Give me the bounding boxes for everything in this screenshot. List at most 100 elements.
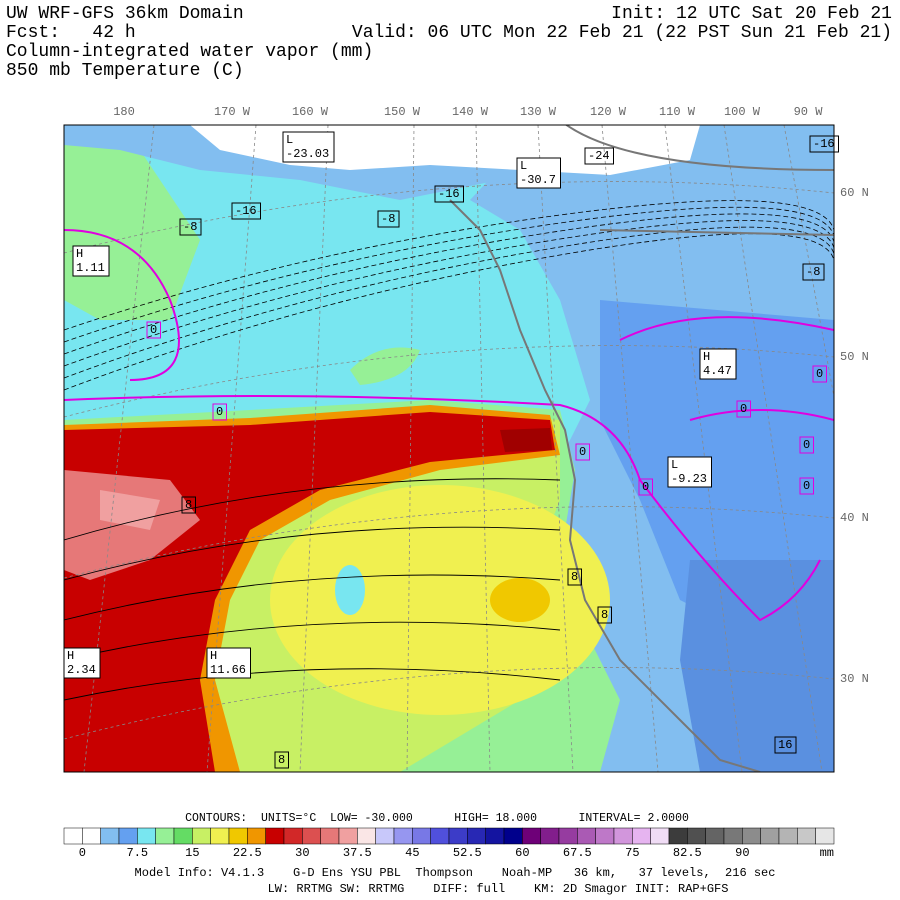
contour-line xyxy=(64,213,834,355)
vapor-shading xyxy=(335,565,365,615)
map-label: 8 xyxy=(185,498,192,512)
map-label: -16 xyxy=(813,137,835,151)
colorbar-swatch xyxy=(558,827,578,845)
colorbar-swatch xyxy=(338,827,358,845)
map-label: H xyxy=(210,649,217,663)
map-labels: L-23.03 -24L-30.7-16-16-16-8-8H1.11 -800H4… xyxy=(63,131,839,769)
colorbar-swatch xyxy=(687,827,706,845)
meridian xyxy=(664,125,743,772)
colorbar-swatch xyxy=(173,827,193,845)
label-box xyxy=(206,647,251,679)
vapor-shading xyxy=(100,490,160,530)
contour-line xyxy=(64,621,561,661)
colorbar-swatch xyxy=(613,827,633,845)
label-box xyxy=(377,210,400,228)
colorbar-label: 90 xyxy=(735,846,749,860)
field-name: 850 mb Temperature (C) xyxy=(6,61,244,81)
longitude-label: 110 W xyxy=(659,105,696,119)
map-label: -16 xyxy=(235,204,257,218)
zero-contour xyxy=(64,395,821,622)
colorbar-swatch xyxy=(412,827,431,845)
map-label: -16 xyxy=(438,187,460,201)
colorbar-swatch xyxy=(265,827,285,845)
map-label: H xyxy=(703,350,710,364)
colorbar-label: 15 xyxy=(185,846,199,860)
label-box xyxy=(809,135,839,153)
label-box xyxy=(181,496,196,514)
colorbar-swatch xyxy=(540,827,560,845)
colorbar-swatch xyxy=(430,827,450,845)
map-label: 0 xyxy=(216,405,223,419)
colorbar-label: 45 xyxy=(405,846,419,860)
colorbar-swatch xyxy=(650,827,670,845)
label-box xyxy=(812,365,827,383)
label-box xyxy=(516,157,561,189)
label-box xyxy=(434,185,464,203)
colorbar-swatch xyxy=(577,827,596,845)
model-info: Model Info: V4.1.3 G-D Ens YSU PBL Thomp… xyxy=(135,866,776,880)
map-label: 8 xyxy=(601,608,608,622)
contour-line xyxy=(64,574,561,621)
colorbar-label: 37.5 xyxy=(343,846,372,860)
map-label: 0 xyxy=(803,479,810,493)
map-label: 1.11 xyxy=(76,261,105,275)
longitude-label: 170 W xyxy=(214,105,251,119)
longitude-label: 120 W xyxy=(590,105,627,119)
longitude-label: 160 W xyxy=(292,105,329,119)
map-label: 0 xyxy=(150,323,157,337)
longitude-label: 140 W xyxy=(452,105,489,119)
longitude-label: 90 W xyxy=(794,105,824,119)
meridian xyxy=(601,125,659,772)
colorbar-swatch xyxy=(100,827,120,845)
latitude-label: 50 N xyxy=(840,350,869,364)
latitude-label: 40 N xyxy=(840,511,869,525)
colorbar-swatch xyxy=(302,827,321,845)
contour-line xyxy=(64,220,834,367)
vapor-shading xyxy=(490,578,550,622)
map-label: 4.47 xyxy=(703,364,732,378)
map-label: -8 xyxy=(806,265,820,279)
label-box xyxy=(212,403,227,421)
longitude-label: 150 W xyxy=(384,105,421,119)
map-label: L xyxy=(286,133,293,147)
colorbar-label: 7.5 xyxy=(127,846,149,860)
colorbar-swatch xyxy=(118,827,138,845)
colorbar-swatch xyxy=(668,827,688,845)
forecast-hour: Fcst: 42 h xyxy=(6,23,136,43)
vapor-shading xyxy=(64,412,555,772)
colorbar-swatch xyxy=(723,827,743,845)
colorbar-swatch xyxy=(632,827,651,845)
parallel xyxy=(64,506,834,579)
map-frame xyxy=(63,124,835,773)
colorbar-label: 0 xyxy=(79,846,86,860)
longitude-label: 100 W xyxy=(724,105,761,119)
contour-line xyxy=(64,478,561,541)
label-box xyxy=(597,606,612,624)
colorbar-swatch xyxy=(375,827,395,845)
colorbar-swatch xyxy=(82,827,101,845)
map-label: -9.23 xyxy=(671,472,707,486)
colorbar-label: 30 xyxy=(295,846,309,860)
colorbar-swatch xyxy=(283,827,303,845)
contour-line xyxy=(64,526,561,581)
label-box xyxy=(638,478,653,496)
colorbar-label: 52.5 xyxy=(453,846,482,860)
map-label: -23.03 xyxy=(286,147,329,161)
model-info: LW: RRTMG SW: RRTMG DIFF: full KM: 2D Sm… xyxy=(268,882,729,896)
colorbar-swatch xyxy=(393,827,413,845)
valid-time: Valid: 06 UTC Mon 22 Feb 21 (22 PST Sun … xyxy=(352,23,892,43)
label-box xyxy=(667,456,712,488)
label-box xyxy=(179,218,202,236)
colorbar-swatch xyxy=(210,827,230,845)
vapor-shading xyxy=(680,560,834,772)
colorbar-label: 67.5 xyxy=(563,846,592,860)
label-box xyxy=(802,263,825,281)
contour-info: CONTOURS: UNITS=°C LOW= -30.000 HIGH= 18… xyxy=(185,812,689,825)
parallel xyxy=(64,181,834,254)
vapor-shading xyxy=(500,428,552,452)
vapor-shading xyxy=(350,347,420,385)
colorbar-swatch xyxy=(503,827,523,845)
field-name: Column-integrated water vapor (mm) xyxy=(6,42,373,62)
colorbar-swatch xyxy=(815,827,835,845)
map-label: 0 xyxy=(740,402,747,416)
